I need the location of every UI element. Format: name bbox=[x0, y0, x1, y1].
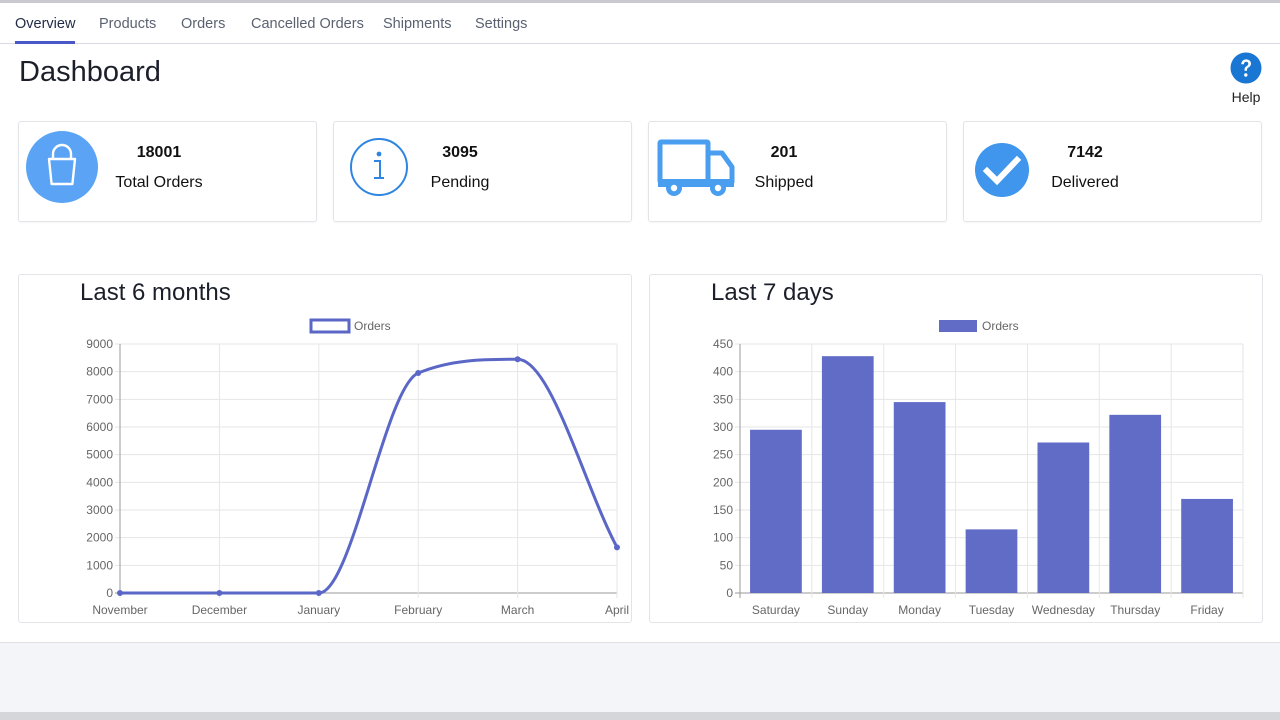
tab-settings[interactable]: Settings bbox=[475, 16, 528, 32]
orders-data-point bbox=[117, 590, 123, 596]
orders-series-line bbox=[120, 357, 619, 595]
y-tick-label: 400 bbox=[713, 365, 733, 379]
delivered-label: Delivered bbox=[1051, 174, 1119, 191]
orders-bar bbox=[1181, 498, 1233, 593]
orders-data-point bbox=[514, 356, 521, 363]
last-7-days-panel: Last 7 days 0 50 100 150 200 250 300 350 400 450 O… bbox=[649, 274, 1263, 623]
x-tick-label: March bbox=[501, 603, 534, 617]
x-tick-label: April bbox=[605, 603, 629, 617]
pending-label: Pending bbox=[430, 174, 490, 191]
shipped-label: Shipped bbox=[754, 174, 814, 191]
y-tick-label: 7000 bbox=[86, 392, 113, 406]
orders-data-point bbox=[315, 590, 322, 596]
y-tick-label: 6000 bbox=[86, 420, 113, 434]
x-tick-label: February bbox=[394, 603, 442, 617]
x-tick-label: Tuesday bbox=[969, 603, 1015, 617]
last-6-months-chart: 0 1000 2000 3000 4000 5000 6000 7000 8000 9000 Nov… bbox=[86, 318, 629, 617]
last-7-days-chart: 0 50 100 150 200 250 300 350 400 450 Orders Saturda… bbox=[713, 319, 1244, 617]
stat-card-shipped: 201 Shipped bbox=[648, 121, 947, 222]
y-tick-label: 100 bbox=[713, 531, 733, 545]
bottom-strip bbox=[0, 712, 1280, 720]
shopping-bag-icon bbox=[26, 131, 98, 203]
orders-data-point bbox=[614, 544, 620, 551]
last-7-days-title: Last 7 days bbox=[711, 279, 834, 306]
check-circle-icon bbox=[975, 143, 1029, 197]
tab-shipments[interactable]: Shipments bbox=[383, 16, 452, 32]
total-orders-label: Total Orders bbox=[115, 174, 203, 191]
legend-label: Orders bbox=[354, 319, 391, 333]
window-top-border bbox=[0, 0, 1280, 3]
y-tick-label: 250 bbox=[713, 448, 733, 462]
y-tick-label: 4000 bbox=[86, 475, 113, 489]
y-tick-label: 150 bbox=[713, 503, 733, 517]
help-icon[interactable] bbox=[1230, 52, 1262, 84]
y-tick-label: 200 bbox=[713, 475, 733, 489]
x-tick-label: November bbox=[92, 603, 147, 617]
y-tick-label: 8000 bbox=[86, 365, 113, 379]
y-tick-label: 450 bbox=[713, 337, 733, 351]
y-tick-label: 9000 bbox=[86, 337, 113, 351]
dashboard-page: Overview Products Orders Cancelled Order… bbox=[0, 0, 1280, 643]
y-tick-label: 0 bbox=[726, 586, 733, 600]
y-tick-label: 300 bbox=[713, 420, 733, 434]
tab-cancelled-orders[interactable]: Cancelled Orders bbox=[251, 16, 364, 32]
x-tick-label: Friday bbox=[1190, 603, 1223, 617]
x-tick-label: Thursday bbox=[1110, 603, 1160, 617]
delivered-value: 7142 bbox=[1067, 144, 1103, 161]
x-tick-label: Monday bbox=[898, 603, 941, 617]
tab-orders[interactable]: Orders bbox=[181, 16, 226, 32]
orders-bar bbox=[965, 529, 1018, 593]
orders-bar bbox=[1109, 414, 1162, 593]
tab-overview[interactable]: Overview bbox=[15, 4, 76, 44]
truck-icon bbox=[657, 139, 735, 196]
orders-data-point bbox=[415, 370, 422, 377]
shipped-value: 201 bbox=[770, 144, 798, 161]
y-tick-label: 0 bbox=[106, 586, 113, 600]
tab-products[interactable]: Products bbox=[99, 16, 157, 32]
x-tick-label: January bbox=[297, 603, 340, 617]
legend-swatch bbox=[939, 320, 977, 332]
total-orders-value: 18001 bbox=[136, 144, 182, 161]
orders-data-point bbox=[216, 590, 223, 596]
orders-bar bbox=[893, 402, 946, 593]
help-button[interactable]: Help bbox=[1228, 52, 1264, 105]
legend-swatch bbox=[309, 318, 351, 334]
orders-bar bbox=[821, 356, 874, 593]
page-title: Dashboard bbox=[19, 56, 161, 88]
x-tick-label: Saturday bbox=[752, 603, 800, 617]
orders-bar bbox=[1037, 442, 1090, 593]
orders-bar bbox=[750, 429, 802, 593]
y-tick-label: 2000 bbox=[86, 531, 113, 545]
y-tick-label: 350 bbox=[713, 392, 733, 406]
x-tick-label: Wednesday bbox=[1032, 603, 1095, 617]
legend-label: Orders bbox=[982, 319, 1019, 333]
last-6-months-panel: Last 6 months 0 1000 2000 3000 4000 5000 6000 7… bbox=[18, 274, 632, 623]
stat-card-pending: 3095 Pending bbox=[333, 121, 632, 222]
info-icon bbox=[350, 138, 408, 196]
pending-value: 3095 bbox=[442, 144, 478, 161]
y-tick-label: 50 bbox=[720, 558, 734, 572]
x-tick-label: December bbox=[192, 603, 247, 617]
help-label[interactable]: Help bbox=[1231, 89, 1261, 105]
y-tick-label: 5000 bbox=[86, 448, 113, 462]
x-tick-label: Sunday bbox=[827, 603, 868, 617]
tab-bar: Overview Products Orders Cancelled Order… bbox=[0, 4, 1280, 44]
y-tick-label: 3000 bbox=[86, 503, 113, 517]
stat-card-total-orders: 18001 Total Orders bbox=[18, 121, 317, 222]
last-6-months-title: Last 6 months bbox=[80, 279, 231, 306]
stat-card-delivered: 7142 Delivered bbox=[963, 121, 1262, 222]
y-tick-label: 1000 bbox=[86, 558, 113, 572]
